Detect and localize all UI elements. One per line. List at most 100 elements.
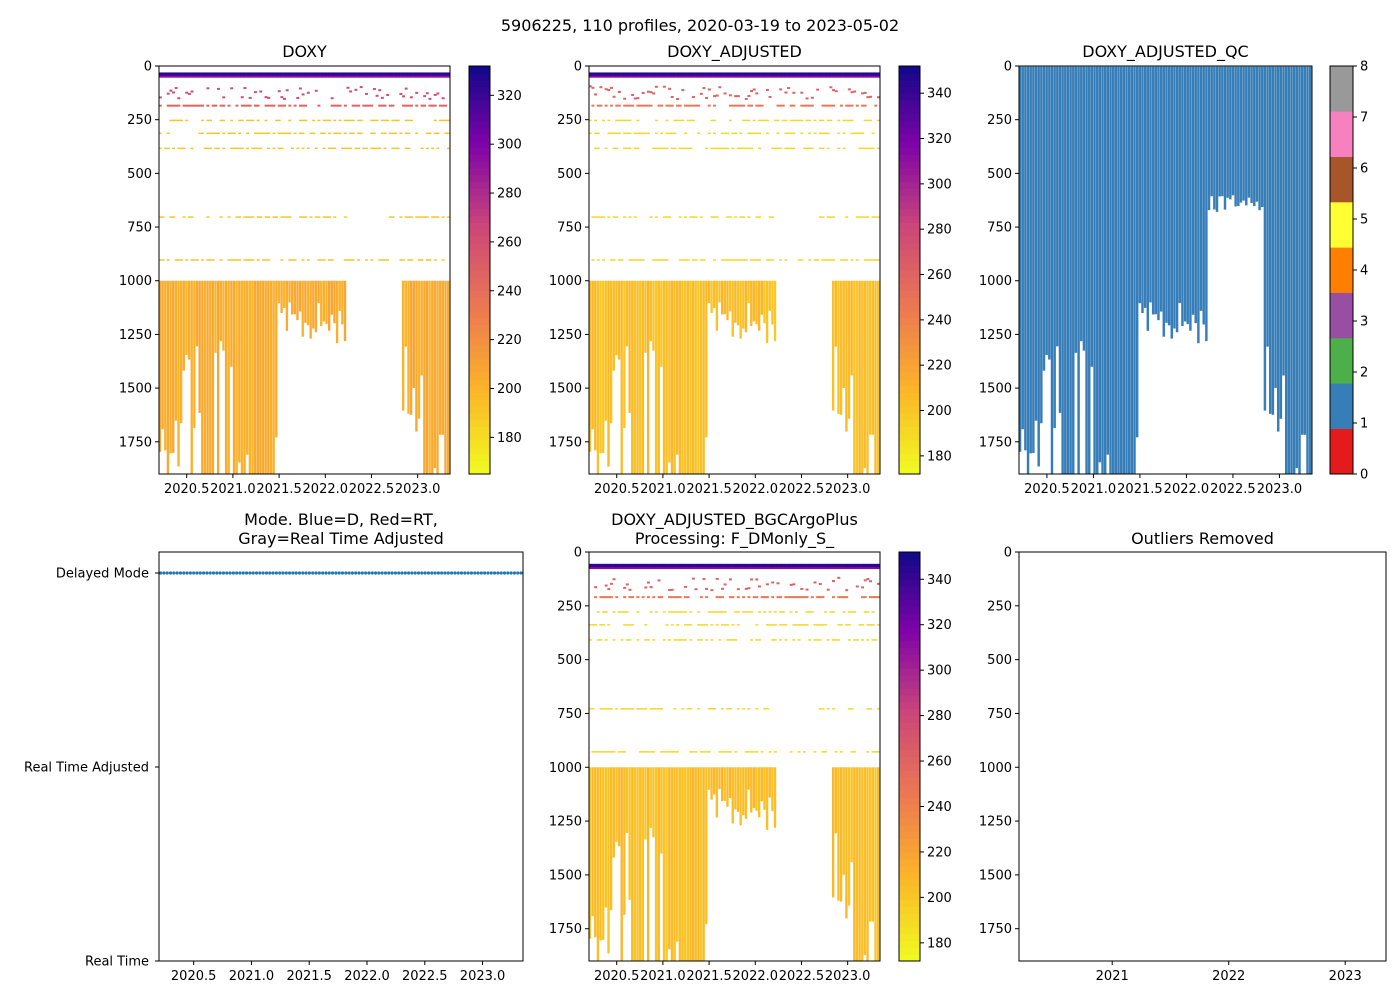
bgcargoplus-profile-column bbox=[850, 767, 853, 863]
doxy-adjusted-sparse-sample bbox=[776, 147, 780, 150]
doxy-sparse-sample bbox=[206, 259, 210, 261]
doxy-adjusted-qc-profile-column bbox=[1282, 66, 1285, 376]
doxy-profile-column bbox=[246, 280, 249, 455]
doxy-adjusted-surface-band bbox=[839, 75, 843, 78]
bgcargoplus-sparse-sample bbox=[628, 588, 632, 591]
doxy-adjusted-profile-column bbox=[633, 280, 637, 474]
doxy-sparse-sample bbox=[409, 216, 413, 218]
mode-plot-title-line-2: Gray=Real Time Adjusted bbox=[238, 529, 444, 548]
doxy-adjusted-sparse-sample bbox=[596, 104, 600, 107]
doxy-adjusted-surface-band bbox=[726, 75, 730, 78]
doxy-adjusted-sparse-sample bbox=[765, 119, 769, 122]
doxy-sparse-sample bbox=[380, 259, 384, 261]
doxy-adjusted-sparse-sample bbox=[589, 132, 592, 135]
doxy-sparse-sample bbox=[301, 132, 305, 135]
doxy-surface-band bbox=[277, 72, 281, 77]
doxy-adjusted-sparse-sample bbox=[810, 96, 814, 99]
bgcargoplus-sparse-sample bbox=[660, 596, 664, 599]
doxy-sparse-sample bbox=[436, 92, 440, 95]
doxy-adjusted-sparse-sample bbox=[681, 147, 685, 150]
doxy-surface-band bbox=[380, 72, 384, 77]
doxy-adjusted-qc-profile-column bbox=[1154, 66, 1158, 315]
doxy-adjusted-profile-column bbox=[697, 280, 700, 474]
bgcargoplus-surface-band bbox=[847, 563, 851, 568]
doxy-adjusted-surface-band bbox=[697, 72, 701, 77]
doxy-adjusted-colorbar-segment bbox=[899, 229, 920, 237]
bgcargoplus-surface-band bbox=[773, 567, 777, 570]
mode-point-delayed bbox=[185, 571, 189, 575]
doxy-sparse-sample bbox=[380, 119, 384, 122]
doxy-adjusted-sparse-sample bbox=[832, 104, 835, 107]
doxy-adjusted-colorbar-segment bbox=[899, 79, 920, 87]
bgcargoplus-colorbar-segment bbox=[899, 933, 920, 942]
doxy-adjusted-sparse-sample bbox=[713, 259, 717, 261]
doxy-sparse-sample bbox=[206, 132, 210, 135]
doxy-adjusted-colorbar-segment bbox=[899, 304, 920, 312]
doxy-sparse-sample bbox=[264, 104, 268, 107]
doxy-surface-band bbox=[372, 72, 376, 77]
mode-point-delayed bbox=[241, 571, 245, 575]
doxy-sparse-sample bbox=[320, 259, 324, 261]
bgcargoplus-xtick-label: 2022.0 bbox=[733, 969, 779, 984]
bgcargoplus-colorbar-segment bbox=[899, 674, 920, 683]
bgcargoplus-sparse-sample bbox=[876, 708, 880, 710]
doxy-adjusted-profile-column bbox=[731, 280, 734, 337]
mode-point-delayed bbox=[287, 571, 292, 575]
doxy-adjusted-sparse-sample bbox=[728, 94, 732, 97]
doxy-adjusted-xtick-label: 2021.0 bbox=[640, 482, 686, 497]
bgcargoplus-sparse-sample bbox=[839, 596, 843, 599]
doxy-adjusted-profile-column bbox=[869, 280, 872, 435]
bgcargoplus-sparse-sample bbox=[839, 751, 843, 753]
doxy-adjusted-sparse-sample bbox=[623, 147, 627, 150]
bgcargoplus-surface-band bbox=[805, 563, 809, 568]
doxy-adjusted-profile-column bbox=[845, 280, 848, 432]
bgcargoplus-sparse-sample bbox=[676, 611, 679, 613]
doxy-sparse-sample bbox=[267, 132, 271, 135]
bgcargoplus-profile-column bbox=[639, 767, 642, 961]
doxy-adjusted-profile-column bbox=[699, 280, 703, 474]
mode-point-delayed bbox=[496, 571, 500, 575]
bgcargoplus-sparse-sample bbox=[707, 708, 711, 710]
doxy-surface-band bbox=[328, 75, 331, 78]
doxy-adjusted-qc-ytick-label: 750 bbox=[987, 221, 1012, 236]
doxy-adjusted-surface-band bbox=[797, 72, 801, 77]
doxy-sparse-sample bbox=[174, 87, 178, 90]
doxy-adjusted-surface-band bbox=[734, 75, 738, 78]
bgcargoplus-sparse-sample bbox=[620, 708, 624, 710]
doxy-adjusted-sparse-sample bbox=[665, 259, 669, 261]
doxy-adjusted-surface-band bbox=[589, 72, 592, 77]
doxy-adjusted-sparse-sample bbox=[765, 132, 769, 135]
bgcargoplus-colorbar-segment bbox=[899, 695, 920, 703]
bgcargoplus-surface-band bbox=[728, 567, 732, 570]
doxy-sparse-sample bbox=[211, 132, 215, 135]
doxy-profile-column bbox=[309, 280, 312, 339]
bgcargoplus-surface-band bbox=[657, 563, 661, 568]
bgcargoplus-sparse-sample bbox=[620, 611, 624, 613]
doxy-sparse-sample bbox=[222, 147, 226, 150]
doxy-adjusted-qc-profile-column bbox=[1271, 66, 1275, 415]
doxy-adjusted-sparse-sample bbox=[760, 119, 764, 122]
doxy-adjusted-qc-profile-column bbox=[1093, 66, 1096, 474]
doxy-surface-band bbox=[203, 75, 207, 78]
doxy-surface-band bbox=[412, 75, 416, 78]
doxy-surface-band bbox=[317, 72, 321, 77]
doxy-adjusted-qc-profile-column bbox=[1306, 66, 1309, 474]
doxy-surface-band bbox=[211, 75, 215, 78]
doxy-adjusted-surface-band bbox=[765, 75, 769, 78]
doxy-adjusted-sparse-sample bbox=[805, 147, 809, 150]
doxy-sparse-sample bbox=[428, 259, 432, 261]
doxy-sparse-sample bbox=[317, 104, 321, 107]
doxy-adjusted-sparse-sample bbox=[771, 259, 775, 261]
doxy-adjusted-xtick-label: 2022.0 bbox=[733, 482, 779, 497]
bgcargoplus-sparse-sample bbox=[771, 639, 775, 641]
doxy-adjusted-heatmap-data bbox=[589, 72, 880, 474]
doxy-adjusted-surface-band bbox=[660, 75, 664, 78]
doxy-sparse-sample bbox=[238, 259, 242, 261]
doxy-adjusted-colorbar-segment bbox=[899, 283, 920, 291]
doxy-profile-column bbox=[240, 280, 244, 474]
doxy-adjusted-sparse-sample bbox=[623, 216, 627, 218]
doxy-profile-column bbox=[444, 280, 447, 474]
doxy-adjusted-qc-profile-column bbox=[1197, 66, 1200, 344]
doxy-sparse-sample bbox=[378, 259, 382, 261]
doxy-sparse-sample bbox=[261, 132, 265, 135]
